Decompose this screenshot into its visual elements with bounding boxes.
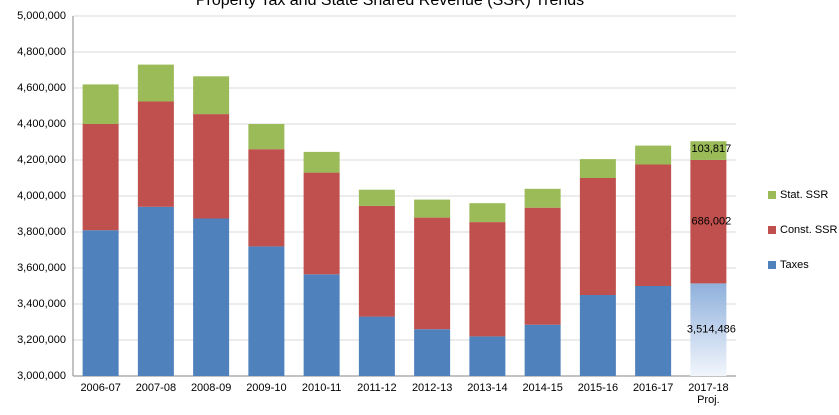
data-label: 3,514,486 <box>687 324 736 336</box>
data-label: 103,817 <box>691 143 731 155</box>
y-tick-label: 3,400,000 <box>17 298 66 310</box>
y-tick-label: 3,600,000 <box>17 262 66 274</box>
legend-label: Stat. SSR <box>780 189 828 201</box>
y-tick-label: 4,000,000 <box>17 190 66 202</box>
bar-segment <box>82 84 119 124</box>
bar-segment <box>690 141 727 160</box>
bar-segment <box>524 324 561 376</box>
x-tick-label: 2015-16 <box>577 382 619 394</box>
x-tick-label: 2017-18 Proj. <box>688 382 729 406</box>
bar-segment <box>358 316 395 376</box>
x-tick-label: 2012-13 <box>411 382 453 394</box>
chart-title: Property Tax and State Shared Revenue (S… <box>196 0 584 9</box>
bar-segment <box>82 230 119 376</box>
bar-segment <box>193 76 230 115</box>
x-tick-label: 2008-09 <box>190 382 232 394</box>
bar-segment <box>82 124 119 231</box>
bar-segment <box>524 207 561 325</box>
bar-segment <box>248 149 285 247</box>
bar-segment <box>137 101 174 207</box>
bar-segment <box>358 205 395 317</box>
bar-segment <box>303 172 340 275</box>
bar-segment <box>248 124 285 150</box>
legend-swatch <box>768 191 776 199</box>
bar-segment <box>303 151 340 173</box>
x-tick-label: 2007-08 <box>135 382 177 394</box>
bar-segment <box>248 246 285 376</box>
bar-segment <box>469 203 506 223</box>
bar-segment <box>414 329 451 376</box>
bar-segment <box>469 336 506 376</box>
data-label: 686,002 <box>691 216 731 228</box>
y-tick-label: 4,200,000 <box>17 154 66 166</box>
x-tick-label: 2006-07 <box>80 382 121 394</box>
y-tick-label: 4,800,000 <box>17 46 66 58</box>
x-tick-label: 2016-17 <box>632 382 674 394</box>
bar-segment <box>303 274 340 376</box>
x-tick-label: 2009-10 <box>246 382 287 394</box>
bar-segment <box>690 283 727 376</box>
bar-segment <box>193 218 230 376</box>
y-tick-label: 5,000,000 <box>17 10 66 22</box>
y-tick-label: 4,400,000 <box>17 118 66 130</box>
x-tick-label: 2014-15 <box>522 382 563 394</box>
x-tick-label: 2010-11 <box>301 382 342 394</box>
bar-segment <box>635 286 672 376</box>
x-tick-label: 2011-12 <box>357 382 397 394</box>
x-tick-label: 2013-14 <box>467 382 508 394</box>
bar-segment <box>635 145 672 165</box>
bar-segment <box>137 206 174 376</box>
bar-segment <box>579 178 616 295</box>
bar-segment <box>358 189 395 206</box>
legend-label: Taxes <box>780 259 809 271</box>
legend-swatch <box>768 261 776 269</box>
bar-segment <box>137 64 174 102</box>
bar-segment <box>690 159 727 284</box>
y-tick-label: 3,200,000 <box>17 334 66 346</box>
bar-segment <box>469 222 506 337</box>
bar-segment <box>193 114 230 219</box>
legend-swatch <box>768 226 776 234</box>
y-tick-label: 3,800,000 <box>17 226 66 238</box>
bar-segment <box>579 295 616 376</box>
y-tick-label: 4,600,000 <box>17 82 66 94</box>
y-tick-label: 3,000,000 <box>17 370 66 382</box>
bar-segment <box>524 188 561 208</box>
legend-label: Const. SSR <box>780 224 838 236</box>
bar-segment <box>579 159 616 178</box>
bar-segment <box>414 199 451 218</box>
bar-segment <box>414 217 451 330</box>
bar-segment <box>635 164 672 286</box>
